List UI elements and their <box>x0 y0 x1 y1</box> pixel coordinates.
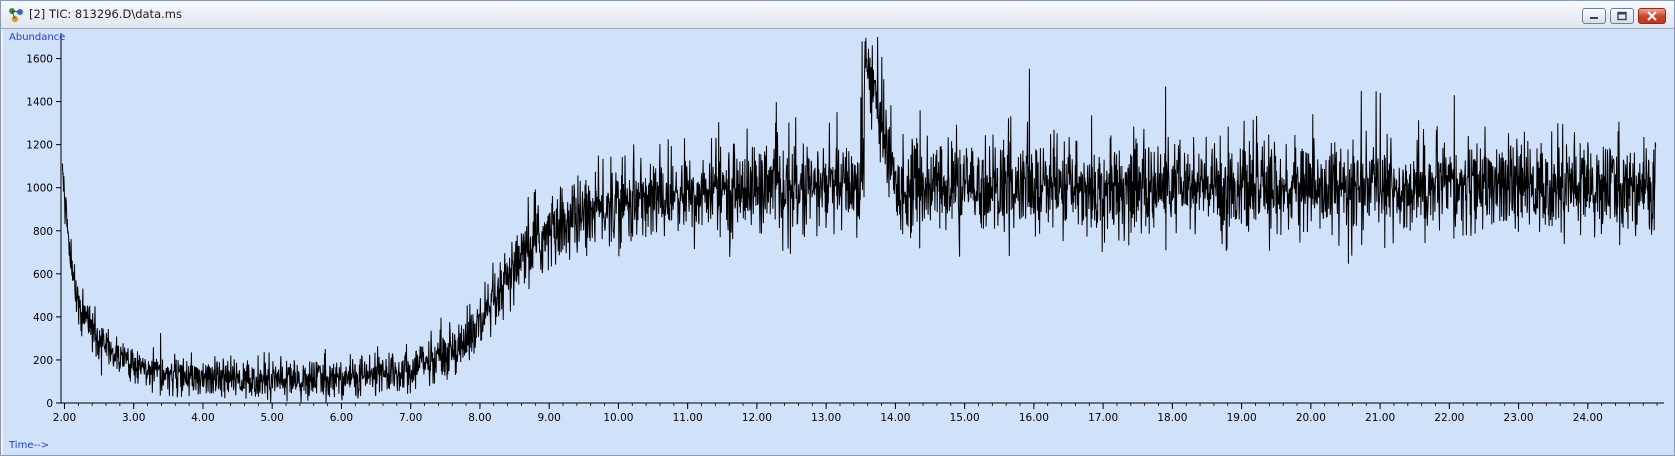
x-tick-label: 11.00 <box>673 412 703 424</box>
x-tick-label: 23.00 <box>1504 412 1534 424</box>
x-tick-label: 9.00 <box>537 412 560 424</box>
close-icon <box>1647 11 1657 21</box>
x-tick-label: 16.00 <box>1019 412 1049 424</box>
y-tick-label: 800 <box>33 226 53 238</box>
tic-trace <box>61 36 1657 403</box>
y-tick-label: 200 <box>33 355 53 367</box>
chart-plot-area[interactable]: 0 200 400 600 800 1000 1200 1400 1600 2.00 3.00 4.0… <box>3 29 1674 455</box>
molecule-app-icon <box>9 8 23 23</box>
window-title: [2] TIC: 813296.D\data.ms <box>29 7 182 21</box>
close-button[interactable] <box>1638 8 1666 24</box>
x-tick-label: 7.00 <box>399 412 422 424</box>
x-axis-label: Time--> <box>8 440 49 451</box>
y-tick-label: 400 <box>33 312 53 324</box>
x-tick-label: 4.00 <box>191 412 214 424</box>
x-tick-label: 20.00 <box>1296 412 1326 424</box>
x-tick-label: 13.00 <box>811 412 841 424</box>
x-tick-label: 10.00 <box>603 412 633 424</box>
minimize-icon <box>1590 17 1598 19</box>
x-tick-label: 8.00 <box>468 412 491 424</box>
x-tick-label: 22.00 <box>1434 412 1464 424</box>
x-tick-label: 17.00 <box>1088 412 1118 424</box>
x-tick-label: 18.00 <box>1157 412 1187 424</box>
y-tick-label: 1200 <box>26 140 53 152</box>
y-tick-label: 1600 <box>26 54 53 66</box>
x-tick-label: 15.00 <box>950 412 980 424</box>
axes: 0 200 400 600 800 1000 1200 1400 1600 2.00 3.00 4.0… <box>26 33 1664 424</box>
y-tick-label: 1000 <box>26 183 53 195</box>
restore-button[interactable] <box>1610 8 1634 24</box>
y-tick-label: 0 <box>46 398 53 410</box>
x-tick-label: 19.00 <box>1227 412 1257 424</box>
x-tick-label: 6.00 <box>330 412 353 424</box>
restore-icon <box>1617 11 1627 21</box>
x-tick-label: 5.00 <box>260 412 283 424</box>
x-tick-label: 12.00 <box>742 412 772 424</box>
x-tick-label: 24.00 <box>1573 412 1603 424</box>
y-tick-label: 600 <box>33 269 53 281</box>
chromatogram-chart[interactable]: 0 200 400 600 800 1000 1200 1400 1600 2.00 3.00 4.0… <box>3 29 1674 455</box>
x-tick-label: 3.00 <box>122 412 145 424</box>
y-tick-label: 1400 <box>26 97 53 109</box>
y-axis-label: Abundance <box>9 32 65 43</box>
x-tick-label: 21.00 <box>1365 412 1395 424</box>
x-tick-label: 2.00 <box>53 412 76 424</box>
x-tick-label: 14.00 <box>880 412 910 424</box>
minimize-button[interactable] <box>1582 8 1606 24</box>
title-bar[interactable]: [2] TIC: 813296.D\data.ms <box>1 1 1674 29</box>
tic-line <box>61 36 1657 403</box>
